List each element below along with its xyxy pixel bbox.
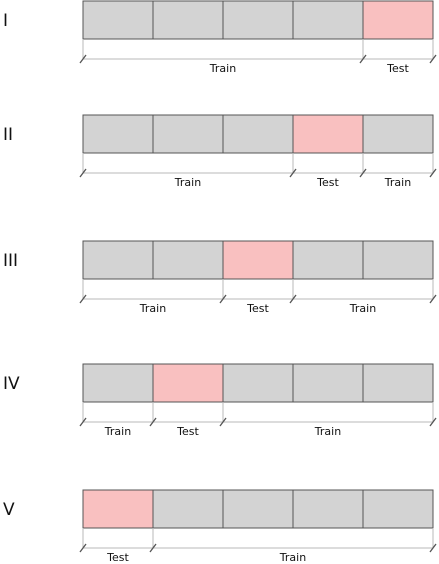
train-span-label: Train <box>209 62 236 75</box>
fold-row: V Test Train <box>3 489 437 564</box>
train-span-label: Train <box>174 176 201 189</box>
train-cell <box>362 240 434 280</box>
train-span-label: Train <box>349 302 376 315</box>
tick-mark <box>429 543 437 553</box>
train-cell <box>292 240 364 280</box>
tick-mark <box>289 168 297 178</box>
test-cell <box>292 114 364 154</box>
train-cell <box>152 114 224 154</box>
train-cell <box>222 114 294 154</box>
test-cell <box>222 240 294 280</box>
tick-mark <box>429 168 437 178</box>
fold-label: I <box>3 11 8 31</box>
fold-label: II <box>3 125 13 145</box>
test-cell <box>362 0 434 40</box>
fold-row: I Train Test <box>3 0 437 75</box>
tick-mark <box>359 168 367 178</box>
train-cell <box>222 489 294 529</box>
train-cell <box>82 114 154 154</box>
test-cell <box>82 489 154 529</box>
tick-mark <box>359 54 367 64</box>
train-cell <box>222 0 294 40</box>
train-cell <box>82 240 154 280</box>
test-span-label: Test <box>246 302 269 315</box>
fold-row: IV Train Test Train <box>3 363 437 438</box>
train-cell <box>82 0 154 40</box>
train-span-label: Train <box>279 551 306 564</box>
train-cell <box>82 363 154 403</box>
train-cell <box>362 489 434 529</box>
train-cell <box>152 489 224 529</box>
train-span-label: Train <box>104 425 131 438</box>
fold-label: IV <box>3 374 20 394</box>
train-cell <box>222 363 294 403</box>
train-cell <box>292 0 364 40</box>
tick-mark <box>149 417 157 427</box>
tick-mark <box>429 294 437 304</box>
test-span-label: Test <box>176 425 199 438</box>
tick-mark <box>149 543 157 553</box>
tick-mark <box>219 417 227 427</box>
fold-row: II Train Test Train <box>3 114 437 189</box>
tick-mark <box>79 294 87 304</box>
train-cell <box>292 489 364 529</box>
train-cell <box>362 114 434 154</box>
test-span-label: Test <box>106 551 129 564</box>
tick-mark <box>429 417 437 427</box>
train-cell <box>152 240 224 280</box>
tick-mark <box>79 54 87 64</box>
fold-label: III <box>3 251 18 271</box>
tick-mark <box>79 168 87 178</box>
train-cell <box>292 363 364 403</box>
test-cell <box>152 363 224 403</box>
train-cell <box>362 363 434 403</box>
fold-row: III Train Test Train <box>3 240 437 315</box>
tick-mark <box>79 417 87 427</box>
test-span-label: Test <box>316 176 339 189</box>
tick-mark <box>219 294 227 304</box>
tick-mark <box>429 54 437 64</box>
train-cell <box>152 0 224 40</box>
train-span-label: Train <box>139 302 166 315</box>
tick-mark <box>79 543 87 553</box>
train-span-label: Train <box>384 176 411 189</box>
tick-mark <box>289 294 297 304</box>
fold-label: V <box>3 500 15 520</box>
train-span-label: Train <box>314 425 341 438</box>
test-span-label: Test <box>386 62 409 75</box>
